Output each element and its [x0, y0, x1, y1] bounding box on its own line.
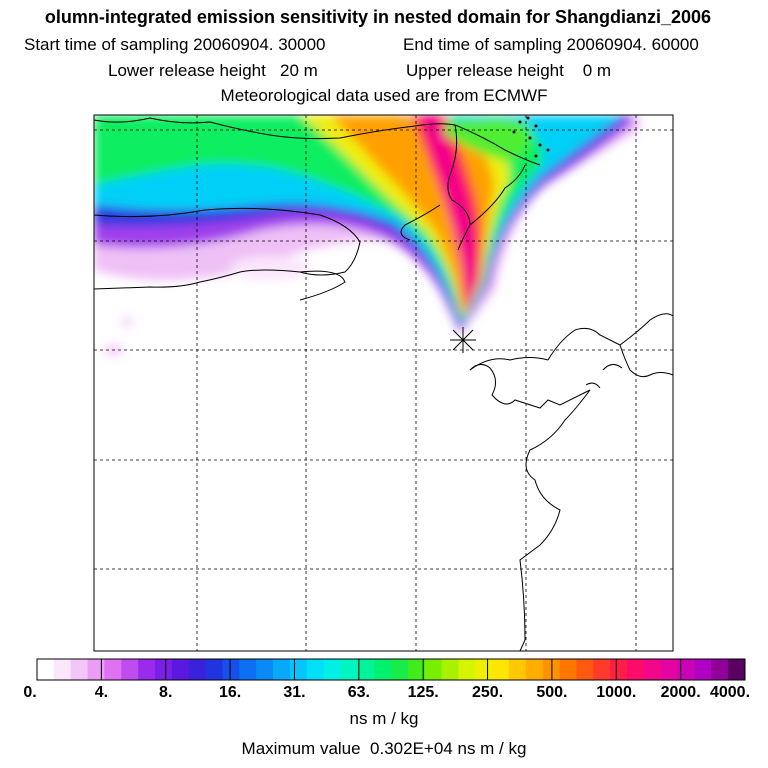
colorbar-segment [694, 659, 712, 680]
maximum-value: Maximum value 0.302E+04 ns m / kg [0, 739, 768, 759]
colorbar-segment [205, 659, 223, 680]
colorbar-segment [492, 659, 510, 680]
colorbar-segment [121, 659, 139, 680]
sensitivity-field [94, 115, 640, 355]
colorbar-segment [306, 659, 325, 680]
coastlines [93, 117, 674, 652]
colorbar-segment [155, 659, 173, 680]
colorbar-tick-label: 16. [218, 684, 242, 701]
colorbar-segment [171, 659, 190, 680]
colorbar-segment [424, 659, 443, 680]
colorbar-segment [475, 659, 493, 680]
colorbar-segment [660, 659, 679, 680]
colorbar-segment [458, 659, 476, 680]
map-frame [93, 114, 674, 652]
colorbar-tick-label: 0. [23, 684, 37, 701]
colorbar-segment [525, 659, 544, 680]
colorbar-segment [188, 659, 207, 680]
colorbar-segment [323, 659, 341, 680]
colorbar-tick-label: 2000. [660, 684, 701, 701]
colorbar-tick-label: 500. [536, 684, 568, 701]
colorbar-segment [289, 659, 308, 680]
colorbar-segment [374, 659, 392, 680]
colorbar-tick-label: 250. [471, 684, 504, 701]
end-time-value: 20060904. 60000 [566, 35, 699, 54]
colorbar-segment [138, 659, 156, 680]
colorbar-tick-label: 4000. [709, 684, 751, 701]
colorbar-segment [340, 659, 358, 680]
colorbar-tick-label: 4. [94, 684, 109, 701]
start-time-value: 20060904. 30000 [193, 35, 326, 54]
colorbar-segment [593, 659, 611, 680]
colorbar [36, 658, 746, 681]
start-time: Start time of sampling 20060904. 30000 [24, 35, 326, 55]
colorbar-segment [104, 659, 122, 680]
lat-lon-grid [94, 115, 673, 651]
colorbar-tick-label: 63. [347, 684, 370, 701]
colorbar-segment [273, 659, 291, 680]
colorbar-segment [711, 659, 729, 680]
colorbar-segment [391, 659, 409, 680]
maximum-value-number: 0.302E+04 ns m / kg [370, 739, 527, 758]
start-time-label: Start time of sampling [24, 35, 189, 54]
colorbar-unit: ns m / kg [349, 709, 419, 728]
colorbar-segment [643, 659, 662, 680]
colorbar-segment [559, 659, 577, 680]
receptor-star-icon [450, 327, 476, 353]
colorbar-segment [357, 659, 375, 680]
colorbar-tick-label: 31. [283, 684, 306, 701]
colorbar-tick-label: 8. [159, 684, 173, 701]
upper-release-label: Upper release height [406, 61, 564, 80]
colorbar-segment [576, 659, 594, 680]
colorbar-frame [36, 658, 746, 681]
colorbar-segment [441, 659, 459, 680]
colorbar-segment [728, 659, 746, 680]
upper-release-height: Upper release height 0 m [406, 61, 611, 81]
colorbar-segment [239, 659, 257, 680]
colorbar-segment [677, 659, 695, 680]
end-time: End time of sampling 20060904. 60000 [403, 35, 699, 55]
meteo-source: Meteorological data used are from ECMWF [220, 86, 548, 105]
colorbar-tick-label: 1000. [596, 684, 637, 701]
lower-release-height: Lower release height 20 m [108, 61, 318, 81]
colorbar-segment [53, 659, 72, 680]
maximum-value-label: Maximum value [241, 739, 361, 758]
colorbar-segment [70, 659, 89, 680]
colorbar-segment [222, 659, 240, 680]
colorbar-segment [37, 659, 55, 680]
colorbar-segment [87, 659, 105, 680]
plot-title: olumn-integrated emission sensitivity in… [44, 7, 712, 27]
colorbar-segment [627, 659, 645, 680]
end-time-label: End time of sampling [403, 35, 562, 54]
upper-release-value: 0 m [582, 61, 612, 80]
colorbar-segment [542, 659, 561, 680]
lower-release-value: 20 m [280, 61, 318, 80]
colorbar-segment [256, 659, 274, 680]
lower-release-label: Lower release height [108, 61, 266, 80]
colorbar-segment [407, 659, 426, 680]
islands [512, 116, 550, 158]
colorbar-tick-label: 125. [407, 684, 439, 701]
colorbar-segment [509, 659, 527, 680]
colorbar-segment [610, 659, 628, 680]
